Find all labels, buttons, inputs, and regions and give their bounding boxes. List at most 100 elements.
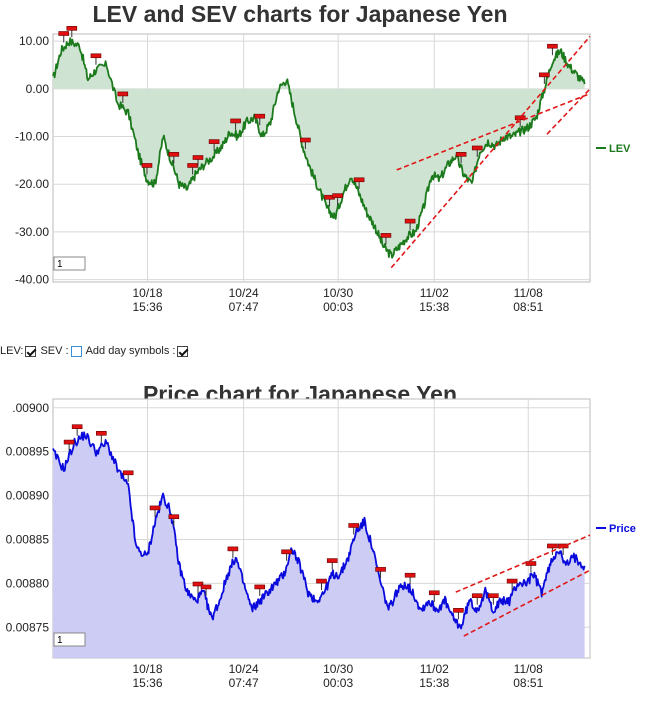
lev-x-tick-time: 15:38 [419, 300, 449, 314]
price-day-marker [453, 608, 464, 613]
lev-period-input [53, 256, 86, 271]
lev-day-marker [547, 43, 558, 49]
lev-trend-line [390, 35, 591, 269]
price-x-tick-time: 08:51 [513, 676, 543, 690]
price-y-tick-label: .00900 [12, 401, 49, 415]
price-chart: .00900 0.00895 0.00890 0.00885 0.00880 0.0087… [6, 398, 636, 690]
lev-day-marker [353, 177, 365, 183]
lev-y-tick-label: -40.00 [15, 273, 49, 287]
price-day-marker [404, 572, 416, 578]
lev-day-marker [539, 72, 550, 78]
price-x-tick-date: 11/02 [420, 662, 449, 676]
lev-toggle-label: LEV: [0, 345, 24, 357]
lev-day-marker [254, 113, 266, 119]
lev-x-tick-time: 00:03 [323, 300, 353, 314]
lev-checkbox[interactable] [25, 345, 37, 357]
lev-x-tick-time: 07:47 [229, 300, 259, 314]
lev-x-tick-date: 10/30 [323, 286, 353, 300]
lev-x-tick-time: 08:51 [513, 300, 543, 314]
price-day-marker [227, 546, 239, 552]
price-day-marker [471, 593, 483, 599]
price-day-marker [200, 584, 212, 590]
lev-chart-title: LEV and SEV charts for Japanese Yen [92, 1, 508, 27]
price-y-tick-label: 0.00875 [6, 620, 50, 634]
price-x-tick-date: 10/18 [132, 662, 162, 676]
sev-checkbox[interactable] [70, 345, 82, 357]
price-day-marker [71, 424, 83, 430]
lev-day-marker [404, 218, 416, 224]
lev-day-marker [208, 139, 220, 144]
lev-day-marker [66, 26, 78, 31]
price-y-tick-label: 0.00885 [6, 532, 50, 546]
add-day-symbols-label: Add day symbols : [85, 345, 176, 357]
price-y-tick-label: 0.00895 [6, 445, 50, 459]
lev-y-tick-label: -10.00 [15, 130, 49, 144]
price-series-area [53, 432, 585, 658]
price-day-marker [192, 581, 204, 587]
chart-controls: LEV: SEV : Add day symbols : [0, 343, 192, 359]
price-series-line [52, 431, 586, 630]
lev-x-tick-date: 10/24 [229, 286, 259, 300]
price-day-marker [547, 543, 558, 549]
price-day-marker [428, 590, 440, 596]
price-day-marker [316, 578, 327, 584]
price-day-marker [63, 439, 75, 445]
lev-day-marker [187, 163, 198, 168]
lev-x-tick-date: 11/08 [514, 286, 543, 300]
price-day-marker [488, 593, 499, 599]
lev-day-marker [117, 91, 129, 97]
lev-series-area [53, 38, 585, 258]
price-day-marker [96, 430, 107, 436]
lev-day-marker [230, 118, 241, 124]
price-period-input [53, 632, 86, 647]
lev-x-tick-date: 11/02 [420, 286, 449, 300]
lev-toggle[interactable]: LEV: [0, 345, 40, 357]
lev-day-marker [58, 31, 70, 36]
price-day-marker [122, 470, 134, 476]
lev-y-tick-label: -30.00 [15, 225, 49, 239]
price-x-tick-time: 15:38 [419, 676, 449, 690]
price-legend-label: Price [609, 523, 636, 535]
lev-day-marker [332, 193, 343, 198]
price-x-tick-time: 07:47 [229, 676, 259, 690]
price-day-marker [375, 567, 386, 572]
price-y-tick-label: 0.00880 [6, 576, 50, 590]
lev-period-input-value: 1 [57, 259, 63, 270]
price-x-tick-time: 00:03 [323, 676, 353, 690]
lev-trend-line [546, 88, 591, 135]
price-period-input-value: 1 [57, 635, 63, 646]
price-day-marker [254, 584, 266, 590]
price-y-tick-label: 0.00890 [6, 489, 50, 503]
price-day-marker [525, 561, 537, 566]
lev-day-marker [471, 145, 483, 151]
lev-x-tick-time: 15:36 [132, 300, 162, 314]
price-day-marker [326, 558, 338, 563]
price-trend-line [455, 534, 591, 593]
sev-toggle-label: SEV : [40, 345, 69, 357]
price-day-marker [281, 549, 292, 555]
lev-day-marker [141, 163, 153, 168]
price-day-marker [348, 523, 360, 528]
price-x-tick-date: 11/08 [514, 662, 543, 676]
price-x-tick-date: 10/30 [323, 662, 353, 676]
lev-legend-label: LEV [609, 143, 631, 155]
add-day-symbols-toggle[interactable]: Add day symbols : [86, 345, 193, 357]
sev-toggle[interactable]: SEV : [40, 345, 85, 357]
lev-y-tick-label: 0.00 [26, 82, 50, 96]
add-day-symbols-checkbox[interactable] [177, 345, 189, 357]
lev-x-tick-date: 10/18 [132, 286, 162, 300]
lev-chart: 10.000.00-10.00-20.00-30.00-40.0010/1815… [15, 26, 631, 314]
lev-day-marker [168, 152, 180, 157]
lev-day-marker [90, 53, 102, 59]
lev-day-marker [514, 115, 526, 121]
lev-day-marker [192, 155, 204, 160]
price-day-marker [506, 578, 518, 584]
lev-y-tick-label: 10.00 [19, 34, 49, 48]
lev-day-marker [455, 152, 467, 157]
price-x-tick-date: 10/24 [229, 662, 259, 676]
price-x-tick-time: 15:36 [132, 676, 162, 690]
lev-day-marker [300, 137, 311, 143]
lev-day-marker [380, 233, 392, 238]
lev-trend-line [396, 92, 591, 171]
price-day-marker [168, 514, 180, 519]
